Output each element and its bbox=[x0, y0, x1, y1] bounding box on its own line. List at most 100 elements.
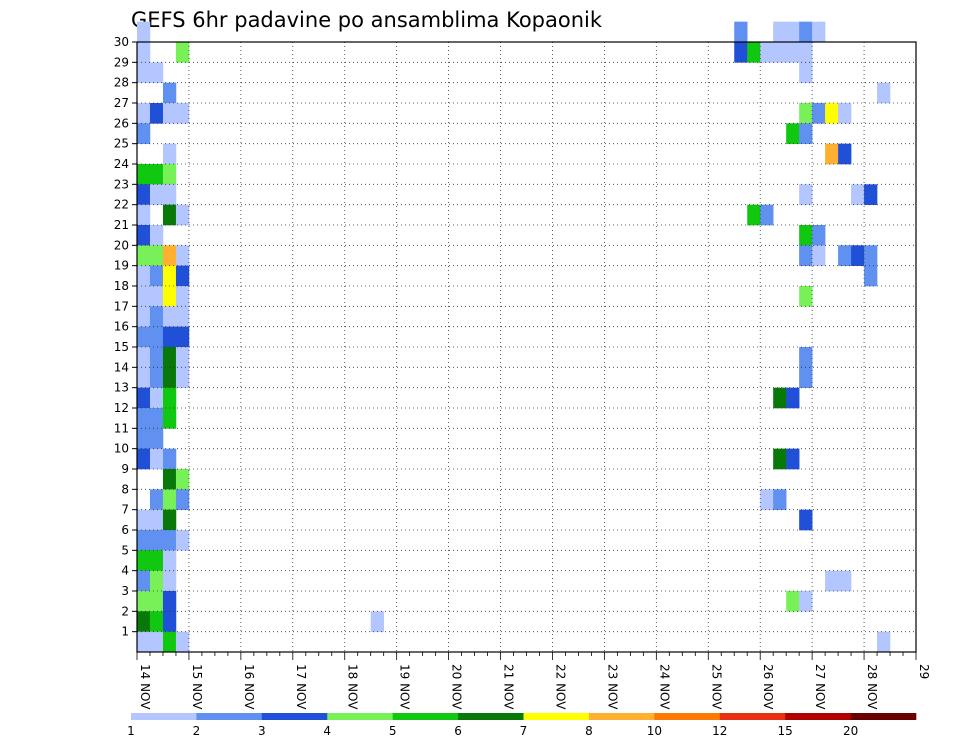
colorbar-label: 4 bbox=[323, 724, 331, 738]
cell-member-0 bbox=[175, 631, 190, 653]
colorbar-label: 20 bbox=[843, 724, 858, 738]
cell-member-3 bbox=[825, 570, 839, 592]
cell-member-11 bbox=[149, 408, 164, 429]
cell-member-30 bbox=[812, 21, 826, 43]
y-tick-label: 21 bbox=[114, 218, 129, 232]
cell-member-22 bbox=[864, 184, 878, 205]
colorbar-label: 8 bbox=[585, 724, 593, 738]
cell-member-16 bbox=[175, 306, 190, 327]
cell-member-29 bbox=[786, 42, 800, 63]
cell-member-17 bbox=[175, 286, 190, 307]
cell-member-21 bbox=[137, 204, 151, 226]
cell-member-16 bbox=[137, 306, 151, 327]
colorbar-swatch bbox=[523, 713, 590, 720]
y-tick-label: 30 bbox=[114, 35, 129, 49]
y-tick-label: 26 bbox=[114, 116, 129, 130]
cell-member-14 bbox=[149, 347, 164, 368]
y-tick-label: 18 bbox=[114, 279, 129, 293]
cell-member-14 bbox=[799, 347, 813, 368]
colorbar-swatch bbox=[785, 713, 851, 720]
x-tick-label: 17 NOV bbox=[294, 664, 308, 710]
cell-member-9 bbox=[137, 448, 151, 470]
y-tick-label: 23 bbox=[114, 177, 129, 191]
cell-member-2 bbox=[799, 591, 813, 612]
colorbar-swatch bbox=[458, 713, 524, 720]
cell-member-9 bbox=[162, 448, 177, 470]
cell-member-12 bbox=[137, 387, 151, 409]
cell-member-26 bbox=[838, 103, 852, 124]
x-axis: 14 NOV 15 NOV 16 NOV 17 NOV 18 NOV 19 NOV 20 N… bbox=[136, 652, 931, 710]
cell-member-19 bbox=[851, 245, 865, 266]
x-tick-label: 29 bbox=[917, 664, 931, 679]
cell-member-7 bbox=[760, 489, 774, 510]
cell-member-22 bbox=[851, 184, 865, 205]
cell-member-26 bbox=[137, 103, 151, 124]
cell-member-11 bbox=[162, 408, 177, 429]
cell-member-27 bbox=[162, 82, 177, 104]
colorbar-swatch bbox=[131, 713, 197, 720]
cell-member-27 bbox=[877, 82, 891, 104]
x-tick-label: 16 NOV bbox=[242, 664, 256, 710]
cell-member-13 bbox=[137, 367, 151, 388]
cell-member-16 bbox=[162, 306, 177, 327]
x-tick-label: 22 NOV bbox=[553, 664, 567, 710]
cell-member-2 bbox=[137, 591, 151, 612]
cell-member-29 bbox=[747, 42, 761, 63]
cell-member-19 bbox=[812, 245, 826, 266]
cell-member-19 bbox=[137, 245, 151, 266]
cell-member-1 bbox=[370, 611, 384, 632]
cell-member-26 bbox=[799, 103, 813, 124]
cell-member-7 bbox=[149, 489, 164, 510]
cell-member-12 bbox=[162, 387, 177, 409]
y-tick-label: 12 bbox=[114, 401, 129, 415]
cell-member-24 bbox=[825, 143, 839, 165]
colorbar-swatch bbox=[654, 713, 721, 720]
cell-member-14 bbox=[175, 347, 190, 368]
y-tick-label: 17 bbox=[114, 299, 129, 313]
cell-member-19 bbox=[175, 245, 190, 266]
y-axis: 1234567891011121314151617181920212223242… bbox=[114, 35, 137, 639]
cell-member-3 bbox=[137, 570, 151, 592]
cell-member-30 bbox=[137, 21, 151, 43]
cell-member-9 bbox=[149, 448, 164, 470]
cell-member-28 bbox=[149, 62, 164, 83]
cell-member-23 bbox=[149, 164, 164, 185]
x-tick-label: 19 NOV bbox=[398, 664, 412, 710]
cell-member-18 bbox=[175, 265, 190, 287]
x-tick-label: 14 NOV bbox=[138, 664, 152, 710]
cell-member-6 bbox=[137, 509, 151, 531]
cell-member-21 bbox=[760, 204, 774, 226]
cell-member-14 bbox=[137, 347, 151, 368]
cell-member-22 bbox=[162, 184, 177, 205]
cell-member-24 bbox=[162, 143, 177, 165]
colorbar-label: 12 bbox=[712, 724, 727, 738]
y-tick-label: 27 bbox=[114, 96, 129, 110]
cell-member-12 bbox=[773, 387, 787, 409]
cell-member-30 bbox=[799, 21, 813, 43]
cell-member-30 bbox=[773, 21, 787, 43]
cell-member-7 bbox=[175, 489, 190, 510]
y-tick-label: 5 bbox=[121, 543, 129, 557]
cell-member-29 bbox=[137, 42, 151, 63]
y-tick-label: 25 bbox=[114, 137, 129, 151]
colorbar-swatch bbox=[850, 713, 917, 720]
cell-member-21 bbox=[162, 204, 177, 226]
cell-member-26 bbox=[825, 103, 839, 124]
y-tick-label: 6 bbox=[121, 523, 129, 537]
dotted-grid bbox=[137, 42, 916, 652]
cell-member-19 bbox=[149, 245, 164, 266]
cell-member-6 bbox=[799, 509, 813, 531]
cell-member-15 bbox=[175, 326, 190, 348]
cell-member-1 bbox=[137, 611, 151, 632]
cell-member-6 bbox=[162, 509, 177, 531]
cell-member-29 bbox=[760, 42, 774, 63]
cell-member-16 bbox=[149, 306, 164, 327]
cell-member-3 bbox=[162, 570, 177, 592]
cell-member-2 bbox=[149, 591, 164, 612]
cell-member-15 bbox=[162, 326, 177, 348]
chart-title: GEFS 6hr padavine po ansamblima Kopaonik bbox=[131, 8, 603, 32]
cell-member-24 bbox=[838, 143, 852, 165]
cell-member-22 bbox=[149, 184, 164, 205]
cell-member-5 bbox=[175, 530, 190, 551]
